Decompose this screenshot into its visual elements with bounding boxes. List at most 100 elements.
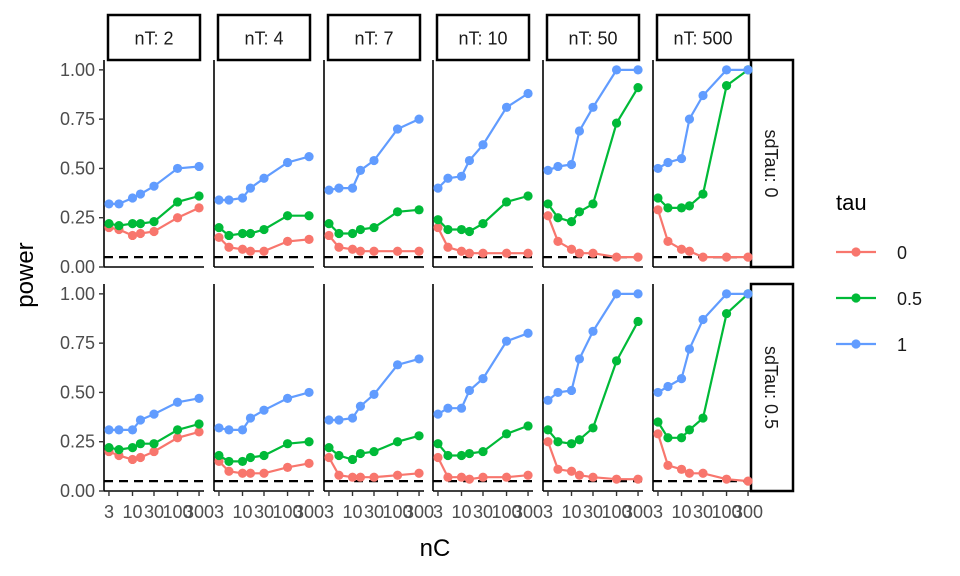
data-point bbox=[172, 197, 183, 207]
data-point bbox=[355, 224, 366, 235]
data-point bbox=[245, 468, 256, 478]
data-point bbox=[743, 65, 753, 75]
data-point bbox=[464, 385, 475, 396]
x-tick-label: 3 bbox=[324, 502, 334, 522]
data-point bbox=[334, 228, 344, 239]
data-point bbox=[523, 470, 533, 480]
data-point bbox=[653, 205, 663, 215]
data-point bbox=[633, 252, 643, 262]
data-point bbox=[392, 470, 403, 480]
data-point bbox=[224, 456, 234, 467]
legend-label: 1 bbox=[897, 335, 907, 355]
data-point bbox=[543, 425, 553, 435]
data-point bbox=[149, 409, 159, 419]
data-point bbox=[633, 83, 643, 93]
data-point bbox=[282, 236, 293, 246]
data-point bbox=[721, 252, 732, 262]
data-point bbox=[194, 427, 204, 437]
facet-strip-col-label: nT: 10 bbox=[458, 29, 507, 49]
facet-panel bbox=[323, 60, 424, 268]
x-tick-label: 100 bbox=[163, 502, 193, 522]
facet-panel bbox=[213, 60, 314, 268]
data-point bbox=[194, 419, 204, 429]
data-point bbox=[501, 336, 512, 346]
data-point bbox=[501, 429, 512, 439]
data-point bbox=[334, 470, 344, 480]
data-point bbox=[443, 242, 453, 252]
y-tick-label: 1.00 bbox=[60, 60, 95, 80]
data-point bbox=[237, 425, 248, 435]
data-point bbox=[456, 171, 467, 181]
data-point bbox=[414, 468, 424, 478]
x-tick-label: 300 bbox=[623, 502, 653, 522]
data-point bbox=[566, 439, 577, 449]
x-tick-label: 10 bbox=[671, 502, 691, 522]
x-tick-label: 300 bbox=[513, 502, 543, 522]
data-point bbox=[676, 433, 687, 443]
data-point bbox=[523, 191, 533, 201]
x-tick-label: 100 bbox=[273, 502, 303, 522]
data-point bbox=[633, 65, 643, 75]
data-point bbox=[684, 246, 695, 256]
data-point bbox=[414, 246, 424, 256]
data-point bbox=[304, 211, 314, 221]
data-point bbox=[478, 140, 488, 150]
data-point bbox=[334, 242, 344, 252]
data-point bbox=[214, 195, 224, 205]
data-point bbox=[478, 446, 488, 457]
data-point bbox=[127, 443, 138, 453]
data-point bbox=[414, 114, 424, 124]
data-point bbox=[127, 219, 138, 229]
data-point bbox=[104, 443, 114, 453]
data-point bbox=[456, 224, 467, 235]
data-point bbox=[553, 387, 563, 398]
data-point bbox=[355, 448, 366, 459]
data-point bbox=[684, 344, 695, 354]
data-point bbox=[304, 387, 314, 398]
x-tick-label: 100 bbox=[602, 502, 632, 522]
data-point bbox=[324, 185, 334, 195]
data-point bbox=[245, 228, 256, 239]
data-point bbox=[456, 246, 467, 256]
data-point bbox=[135, 452, 146, 463]
data-point bbox=[334, 450, 344, 461]
x-tick-label: 100 bbox=[712, 502, 742, 522]
data-point bbox=[259, 468, 269, 478]
data-point bbox=[149, 181, 159, 191]
facet-panel bbox=[432, 60, 533, 268]
data-point bbox=[135, 439, 146, 449]
data-point bbox=[684, 201, 695, 211]
data-point bbox=[114, 445, 124, 455]
data-point bbox=[245, 183, 256, 193]
series-line bbox=[547, 68, 638, 172]
data-point bbox=[149, 439, 159, 449]
data-point bbox=[282, 439, 293, 449]
legend-key-point bbox=[851, 339, 861, 349]
data-point bbox=[543, 395, 553, 405]
data-point bbox=[304, 458, 314, 468]
data-point bbox=[282, 157, 293, 168]
series-line bbox=[657, 68, 748, 170]
y-axis-title: power bbox=[12, 242, 39, 307]
data-point bbox=[224, 242, 234, 252]
data-point bbox=[214, 423, 224, 433]
data-point bbox=[684, 468, 695, 478]
data-point bbox=[334, 183, 344, 193]
data-point bbox=[501, 472, 512, 482]
data-point bbox=[237, 193, 248, 203]
data-point bbox=[574, 248, 585, 258]
data-point bbox=[588, 423, 598, 433]
data-point bbox=[237, 228, 248, 239]
x-tick-label: 100 bbox=[492, 502, 522, 522]
data-point bbox=[172, 433, 183, 443]
data-point bbox=[214, 232, 224, 243]
facet-strip-col bbox=[655, 13, 751, 62]
data-point bbox=[653, 193, 663, 203]
facet-panels: nT: 2 nT: 4 nT: 7 nT: 10 nT: 50 nT: 500 sdTau:… bbox=[60, 13, 795, 522]
data-point bbox=[456, 450, 467, 461]
